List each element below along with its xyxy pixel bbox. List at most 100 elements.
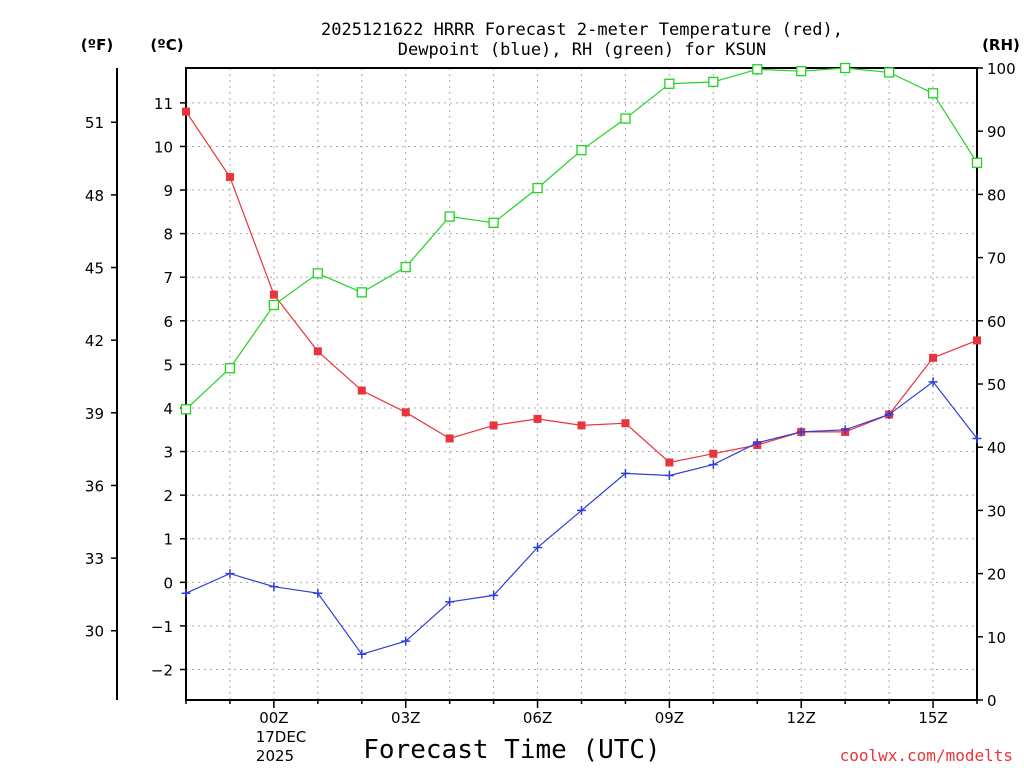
celsius-tick-label: 5: [163, 356, 173, 374]
rh-tick-label: 80: [987, 186, 1006, 204]
celsius-tick-label: 3: [163, 444, 173, 462]
rh-tick-label: 100: [987, 60, 1016, 78]
dewpoint-point: [401, 636, 411, 646]
celsius-tick-label: −1: [151, 618, 173, 636]
date-label-year: 2025: [256, 747, 294, 765]
x-tick-label: 12Z: [787, 709, 816, 727]
rh-unit-label: (RH): [982, 36, 1020, 54]
x-tick-label: 09Z: [655, 709, 684, 727]
rh-point: [532, 182, 543, 194]
dewpoint-point: [620, 468, 630, 478]
x-tick-label: 15Z: [918, 709, 947, 727]
rh-point: [620, 113, 631, 124]
dewpoint-series: [181, 377, 982, 659]
fahrenheit-tick-label: 42: [85, 332, 104, 350]
temperature-point: [401, 408, 410, 417]
celsius-tick-label: 1: [163, 531, 173, 549]
rh-tick-label: 60: [987, 313, 1006, 331]
dewpoint-point: [533, 542, 543, 552]
series-layer: [180, 62, 983, 659]
rh-tick-label: 90: [987, 123, 1006, 141]
rh-point: [268, 299, 280, 311]
temperature-point: [489, 421, 498, 430]
dewpoint-point: [225, 569, 235, 579]
date-label-day: 17DEC: [256, 728, 307, 746]
fahrenheit-tick-label: 39: [85, 405, 104, 423]
celsius-tick-label: 9: [163, 182, 173, 200]
celsius-tick-label: 7: [163, 269, 173, 287]
dewpoint-point: [577, 505, 586, 515]
dewpoint-point: [928, 377, 938, 387]
celsius-tick-label: 10: [154, 138, 173, 156]
rh-point: [312, 268, 323, 279]
x-tick-label: 03Z: [391, 709, 420, 727]
x-tick-label: 00Z: [259, 709, 288, 727]
temperature-point: [533, 414, 542, 423]
fahrenheit-tick-label: 51: [85, 114, 104, 132]
fahrenheit-tick-label: 36: [85, 477, 104, 495]
dewpoint-point: [181, 588, 191, 598]
temperature-point: [929, 353, 938, 362]
rh-series: [180, 62, 983, 415]
temperature-point: [665, 458, 674, 467]
rh-point: [180, 404, 192, 415]
dewpoint-point: [445, 597, 455, 607]
rh-tick-label: 20: [987, 566, 1006, 584]
temperature-point: [709, 449, 718, 458]
temperature-point: [313, 347, 322, 356]
fahrenheit-tick-label: 48: [85, 187, 104, 205]
rh-tick-label: 10: [987, 629, 1006, 647]
temperature-point: [577, 421, 586, 430]
rh-point: [796, 66, 807, 77]
x-tick-label: 06Z: [523, 709, 552, 727]
temperature-point: [269, 290, 278, 299]
dewpoint-point: [489, 590, 499, 600]
celsius-tick-label: 11: [154, 95, 173, 113]
rh-line: [185, 67, 978, 410]
rh-point: [444, 211, 455, 222]
rh-point: [840, 62, 851, 74]
chart-title-line-1: 2025121622 HRRR Forecast 2-meter Tempera…: [321, 20, 843, 40]
rh-tick-label: 0: [987, 692, 997, 710]
celsius-tick-label: 6: [163, 313, 173, 331]
dewpoint-point: [796, 427, 806, 437]
source-credit: coolwx.com/modelts: [840, 746, 1013, 765]
plot-frame: [185, 67, 978, 701]
rh-point: [927, 88, 939, 99]
celsius-tick-label: −2: [151, 661, 173, 679]
rh-tick-label: 40: [987, 439, 1006, 457]
dewpoint-point: [752, 438, 762, 448]
x-axis-title: Forecast Time (UTC): [363, 735, 660, 765]
rh-tick-label: 70: [987, 250, 1006, 268]
chart-title-line-2: Dewpoint (blue), RH (green) for KSUN: [398, 40, 766, 60]
celsius-tick-label: 0: [163, 574, 173, 592]
rh-point: [400, 261, 411, 273]
rh-point: [224, 363, 236, 374]
axes: −2−1012345678910113033363942454851010203…: [85, 60, 1016, 727]
rh-point: [488, 217, 499, 228]
dewpoint-point: [972, 433, 982, 443]
rh-tick-label: 50: [987, 376, 1006, 394]
dewpoint-point: [664, 471, 674, 481]
rh-point: [883, 67, 895, 78]
fahrenheit-tick-label: 45: [85, 260, 104, 278]
dewpoint-point: [269, 582, 279, 592]
celsius-tick-label: 4: [163, 400, 173, 418]
rh-point: [576, 145, 587, 156]
temperature-point: [225, 172, 234, 181]
dewpoint-point: [357, 649, 367, 659]
dewpoint-point: [313, 588, 323, 598]
fahrenheit-tick-label: 30: [85, 623, 104, 641]
celsius-unit-label: (ºC): [150, 36, 183, 54]
rh-point: [752, 64, 763, 75]
dewpoint-point: [884, 410, 894, 420]
dewpoint-point: [840, 425, 850, 435]
rh-point: [971, 157, 983, 168]
fahrenheit-tick-label: 33: [85, 550, 104, 568]
temperature-point: [357, 386, 366, 395]
celsius-tick-label: 8: [163, 226, 173, 244]
rh-point: [356, 287, 367, 298]
rh-tick-label: 30: [987, 502, 1006, 520]
dewpoint-point: [708, 460, 718, 470]
